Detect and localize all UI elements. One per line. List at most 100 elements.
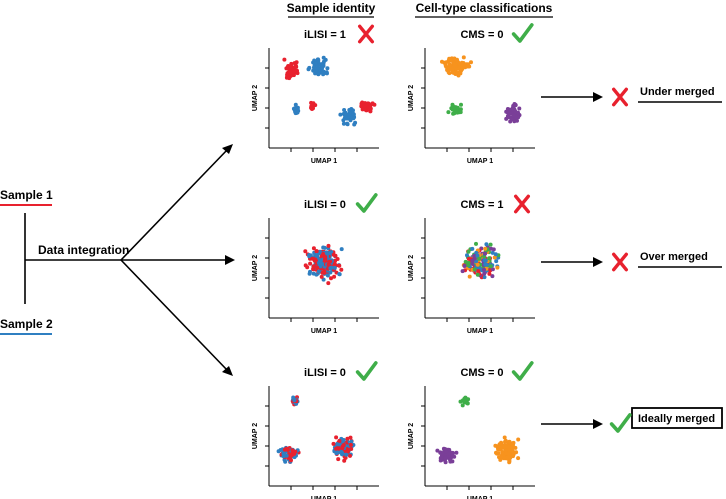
data-point: [444, 449, 449, 454]
data-point: [305, 265, 310, 270]
data-point: [345, 447, 350, 451]
data-point: [490, 274, 495, 279]
outcome-box: [631, 407, 723, 429]
data-point: [307, 271, 312, 276]
data-point: [482, 271, 487, 276]
y-axis-label: UMAP 2: [252, 85, 259, 111]
data-point: [508, 107, 512, 112]
data-point: [492, 255, 497, 260]
data-point: [318, 261, 323, 266]
data-point: [509, 449, 514, 454]
sample-scatter: [303, 243, 344, 286]
data-point: [282, 452, 287, 457]
data-point: [488, 264, 493, 269]
data-point: [349, 447, 354, 451]
data-point: [314, 249, 319, 254]
branch-arrows: [120, 144, 235, 376]
data-point: [345, 436, 350, 441]
data-point: [360, 107, 365, 112]
data-point: [507, 439, 512, 444]
cross-icon: [514, 194, 530, 214]
data-point: [507, 459, 512, 464]
data-point: [324, 70, 329, 75]
data-point: [490, 250, 495, 255]
x-axis-label: UMAP 1: [467, 158, 493, 165]
ilisi-score: iLISI = 1: [304, 29, 346, 41]
data-point: [307, 65, 312, 70]
data-point: [341, 121, 346, 126]
data-point: [465, 64, 470, 69]
data-point: [484, 262, 489, 267]
data-point: [516, 456, 521, 461]
cross-icon: [358, 24, 374, 44]
data-point: [460, 269, 465, 274]
data-point: [447, 66, 452, 71]
data-point: [462, 264, 467, 268]
data-point: [332, 274, 337, 279]
data-point: [340, 452, 344, 457]
data-point: [516, 110, 520, 115]
data-point: [282, 447, 287, 452]
check-icon: [355, 361, 378, 381]
data-point: [345, 121, 350, 126]
check-icon: [355, 193, 378, 213]
data-point: [276, 449, 281, 454]
data-point: [337, 438, 342, 443]
data-point: [517, 106, 522, 111]
data-point: [342, 108, 347, 112]
data-point: [451, 70, 456, 75]
data-point: [484, 242, 489, 247]
data-point: [310, 256, 315, 261]
data-point: [459, 102, 463, 107]
data-point: [293, 449, 298, 454]
data-point: [513, 109, 517, 114]
data-point: [323, 255, 328, 259]
data-point: [349, 439, 354, 444]
data-point: [329, 265, 334, 270]
data-point: [324, 250, 329, 255]
data-point: [348, 435, 353, 440]
data-point: [470, 246, 475, 251]
data-point: [337, 442, 342, 447]
cross-icon: [612, 87, 628, 107]
data-point: [339, 267, 344, 272]
data-point: [296, 108, 301, 113]
data-point: [456, 70, 461, 75]
celltype-scatter: [460, 241, 501, 280]
data-point: [322, 270, 327, 275]
data-point: [319, 62, 324, 67]
data-point: [316, 269, 321, 274]
data-point: [447, 62, 452, 67]
data-point: [494, 259, 499, 264]
data-point: [325, 66, 330, 71]
data-point: [465, 253, 469, 258]
data-point: [293, 102, 298, 107]
data-point: [314, 61, 318, 66]
data-point: [455, 105, 460, 110]
y-axis-label: UMAP 2: [408, 255, 415, 281]
data-point: [482, 258, 487, 263]
outcome-label: Over merged: [640, 251, 708, 263]
ilisi-score: iLISI = 0: [304, 199, 346, 211]
data-point: [348, 453, 352, 458]
x-axis-label: UMAP 1: [467, 328, 493, 335]
data-point: [311, 68, 316, 73]
row-1: iLISI = 1 CMS = 0 Under merged: [282, 29, 722, 127]
data-point: [455, 57, 459, 62]
data-point: [325, 273, 330, 278]
data-point: [327, 251, 332, 255]
data-point: [448, 458, 453, 463]
data-point: [505, 114, 510, 119]
data-point: [466, 261, 471, 265]
data-point: [444, 60, 448, 65]
x-axis-label: UMAP 1: [311, 496, 337, 499]
data-point: [293, 64, 298, 69]
arrow-head: [593, 419, 603, 429]
data-point: [458, 399, 463, 404]
data-point: [344, 452, 349, 457]
data-point: [336, 446, 341, 451]
data-point: [292, 69, 296, 74]
data-point: [351, 108, 355, 113]
data-point: [509, 117, 514, 122]
